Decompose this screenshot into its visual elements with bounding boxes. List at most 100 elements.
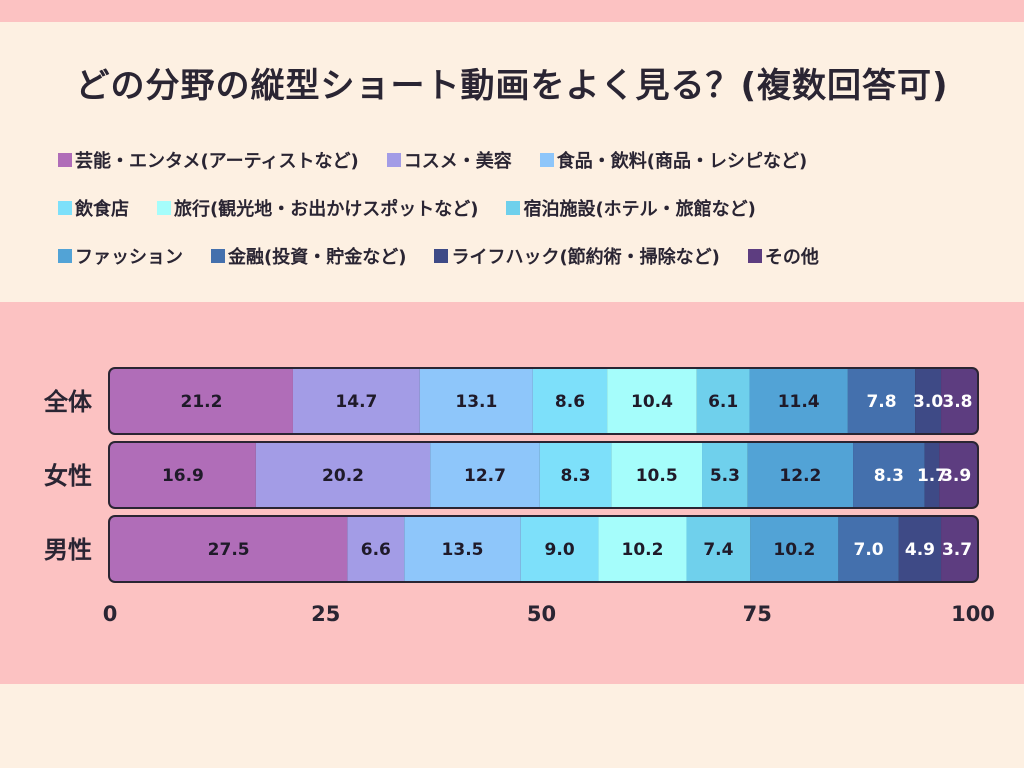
data-label: 7.4: [703, 540, 733, 560]
bar-segment: [347, 517, 405, 581]
legend-item: ライフハック(節約術・掃除など): [434, 243, 720, 269]
data-label: 10.2: [773, 540, 815, 560]
legend: 芸能・エンタメ(アーティストなど) コスメ・美容 食品・飲料(商品・レシピなど) 飲食…: [58, 136, 998, 280]
bar-segment: [539, 443, 612, 507]
legend-swatch: [157, 201, 171, 215]
legend-item: 食品・飲料(商品・レシピなど): [539, 147, 808, 173]
bar-segment: [292, 369, 420, 433]
legend-label: 宿泊施設(ホテル・旅館など): [523, 199, 756, 220]
legend-label: 食品・飲料(商品・レシピなど): [556, 151, 808, 172]
data-label: 6.1: [708, 392, 738, 412]
bar-1: [110, 443, 977, 507]
data-label: 8.3: [561, 466, 591, 486]
data-label: 12.2: [779, 466, 821, 486]
bar-segment: [520, 517, 599, 581]
data-label: 3.7: [942, 540, 972, 560]
bar-segment: [898, 517, 942, 581]
data-label: 1.7: [917, 466, 947, 486]
legend-item: その他: [747, 243, 819, 269]
data-label: 7.0: [854, 540, 884, 560]
legend-row: 芸能・エンタメ(アーティストなど) コスメ・美容 食品・飲料(商品・レシピなど): [58, 136, 998, 184]
legend-label: コスメ・美容: [403, 151, 512, 172]
data-label: 14.7: [335, 392, 377, 412]
category-label: 女性: [44, 462, 92, 490]
legend-swatch: [747, 249, 762, 263]
bar-segment: [255, 443, 431, 507]
legend-item: 金融(投資・貯金など): [211, 243, 406, 269]
data-label: 3.9: [941, 466, 971, 486]
legend-swatch: [58, 201, 72, 215]
legend-swatch: [211, 249, 225, 263]
data-label: 7.8: [866, 392, 896, 412]
data-label: 12.7: [464, 466, 506, 486]
bar-segment: [419, 369, 533, 433]
bar-segment: [686, 517, 751, 581]
data-label: 3.0: [913, 392, 943, 412]
x-tick-label: 0: [103, 602, 118, 626]
data-label: 8.6: [555, 392, 585, 412]
legend-label: 旅行(観光地・お出かけスポットなど): [174, 199, 479, 220]
bar-segment: [607, 369, 697, 433]
data-label: 8.3: [874, 466, 904, 486]
bar-segment: [430, 443, 540, 507]
legend-label: その他: [764, 247, 819, 268]
bar-segment: [847, 369, 916, 433]
data-label: 6.6: [361, 540, 391, 560]
legend-row: ファッション 金融(投資・貯金など) ライフハック(節約術・掃除など) その他: [58, 232, 998, 280]
x-tick-label: 75: [743, 602, 772, 626]
bar-segment: [404, 517, 521, 581]
chart-title: どの分野の縦型ショート動画をよく見る？(複数回答可): [75, 66, 949, 106]
legend-label: ファッション: [75, 247, 183, 268]
legend-label: 金融(投資・貯金など): [228, 247, 407, 268]
data-label: 3.8: [942, 392, 972, 412]
x-tick-label: 50: [527, 602, 556, 626]
data-label: 16.9: [162, 466, 204, 486]
category-label: 全体: [43, 388, 93, 416]
data-label: 13.5: [442, 540, 484, 560]
legend-item: 芸能・エンタメ(アーティストなど): [58, 147, 359, 173]
data-label: 4.9: [905, 540, 935, 560]
data-label: 10.2: [621, 540, 663, 560]
bar-segment: [611, 443, 703, 507]
data-label: 27.5: [208, 540, 250, 560]
bar-segment: [915, 369, 942, 433]
bar-segment: [598, 517, 687, 581]
bar-0: [110, 369, 977, 433]
bar-segment: [110, 369, 293, 433]
legend-row: 飲食店 旅行(観光地・お出かけスポットなど) 宿泊施設(ホテル・旅館など): [58, 184, 998, 232]
legend-swatch: [434, 249, 449, 263]
legend-label: ライフハック(節約術・掃除など): [451, 247, 720, 268]
legend-label: 芸能・エンタメ(アーティストなど): [75, 151, 359, 172]
bar-segment: [924, 443, 940, 507]
bar-segment: [941, 369, 977, 433]
legend-item: コスメ・美容: [386, 147, 512, 173]
bar-segment: [853, 443, 925, 507]
bar-segment: [532, 369, 608, 433]
data-label: 20.2: [322, 466, 364, 486]
bar-segment: [838, 517, 899, 581]
x-tick-label: 100: [951, 602, 995, 626]
bar-segment: [750, 517, 839, 581]
bar-segment: [696, 369, 750, 433]
legend-item: 宿泊施設(ホテル・旅館など): [506, 195, 756, 221]
bar-2: [110, 517, 977, 581]
top-band: [0, 0, 1024, 22]
data-label: 5.3: [710, 466, 740, 486]
data-label: 10.4: [631, 392, 673, 412]
legend-item: ファッション: [58, 243, 183, 269]
x-tick-label: 25: [311, 602, 340, 626]
bar-segment: [702, 443, 748, 507]
category-label: 男性: [44, 536, 92, 564]
bar-segment: [749, 369, 848, 433]
bar-segment: [941, 517, 977, 581]
bar-segment: [110, 443, 256, 507]
data-label: 10.5: [636, 466, 678, 486]
legend-item: 旅行(観光地・お出かけスポットなど): [157, 195, 478, 221]
legend-item: 飲食店: [58, 195, 129, 221]
legend-swatch: [386, 153, 401, 167]
legend-swatch: [539, 153, 554, 167]
bar-segment: [939, 443, 977, 507]
legend-swatch: [58, 153, 72, 167]
legend-label: 飲食店: [75, 199, 129, 220]
